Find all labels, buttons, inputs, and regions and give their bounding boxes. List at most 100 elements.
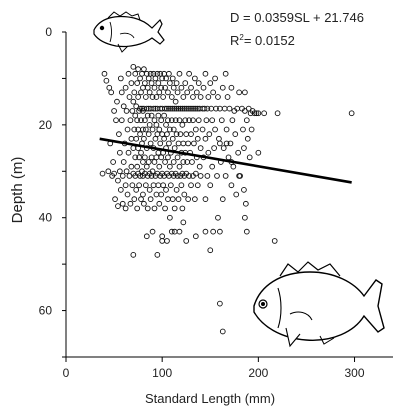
data-point — [211, 145, 217, 151]
data-point — [165, 117, 171, 124]
data-point — [170, 126, 177, 133]
data-point — [189, 159, 195, 165]
data-point — [156, 89, 163, 96]
data-point — [190, 117, 196, 124]
data-point — [110, 159, 116, 165]
data-point — [170, 159, 177, 165]
data-point — [134, 80, 141, 86]
data-point — [177, 105, 184, 112]
data-point — [169, 135, 176, 142]
x-tick-label: 200 — [248, 366, 268, 380]
data-point — [155, 149, 162, 156]
data-point — [218, 117, 225, 124]
data-point — [197, 94, 204, 100]
data-point — [101, 70, 108, 77]
data-point — [146, 89, 153, 96]
axis-ticks — [62, 31, 356, 362]
data-point — [196, 163, 203, 170]
data-point — [207, 182, 214, 189]
data-point — [225, 154, 232, 161]
data-point — [192, 105, 199, 112]
large-fish-illustration — [253, 261, 385, 348]
data-point — [148, 154, 155, 161]
data-point — [155, 80, 162, 86]
data-point — [137, 173, 143, 179]
data-point — [119, 200, 126, 207]
data-point — [140, 159, 146, 165]
data-point — [174, 154, 181, 161]
data-points — [99, 63, 355, 335]
data-point — [181, 191, 188, 198]
data-point — [217, 140, 223, 147]
data-point — [143, 70, 150, 77]
data-point — [164, 238, 170, 244]
data-point — [132, 154, 139, 161]
data-point — [154, 70, 161, 77]
data-point — [120, 159, 127, 165]
data-point — [134, 117, 141, 124]
data-point — [222, 70, 229, 77]
data-point — [126, 94, 133, 100]
data-point — [136, 154, 142, 161]
data-point — [150, 105, 157, 112]
data-point — [185, 196, 191, 202]
data-point — [186, 117, 192, 124]
data-point — [159, 75, 166, 82]
data-point — [130, 145, 137, 151]
data-point — [133, 135, 140, 142]
data-point — [212, 126, 218, 133]
data-point — [172, 117, 179, 124]
data-point — [176, 228, 183, 235]
data-point — [195, 80, 202, 86]
data-point — [188, 182, 194, 189]
data-point — [125, 70, 132, 77]
data-point — [182, 117, 189, 124]
data-point — [156, 126, 163, 133]
axis-tick-labels: 0 100 200 300 0 20 40 60 — [39, 25, 365, 380]
data-point — [117, 75, 124, 82]
data-point — [162, 205, 168, 212]
data-point — [123, 168, 130, 175]
data-point — [137, 131, 143, 137]
data-point — [182, 80, 189, 86]
data-point — [189, 105, 195, 112]
data-point — [190, 94, 196, 100]
data-point — [112, 196, 118, 202]
data-point — [150, 70, 157, 77]
data-point — [103, 77, 110, 84]
data-point — [186, 173, 192, 179]
data-point — [153, 154, 160, 161]
data-point — [192, 196, 198, 202]
data-point — [149, 126, 156, 133]
data-point — [232, 131, 239, 137]
data-point — [122, 182, 129, 189]
regression-equation: D = 0.0359SL + 21.746 — [230, 10, 364, 25]
data-point — [153, 191, 160, 198]
data-point — [141, 200, 147, 207]
data-point — [173, 105, 180, 112]
data-point — [154, 252, 161, 258]
data-point — [220, 145, 227, 151]
data-point — [166, 140, 172, 147]
data-point — [201, 105, 208, 112]
data-point — [179, 105, 186, 112]
data-point — [223, 140, 230, 147]
data-point — [205, 94, 212, 100]
data-point — [242, 214, 248, 221]
data-point — [146, 187, 153, 193]
r-squared-annotation: R2= 0.0152 — [230, 33, 295, 48]
data-point — [205, 149, 212, 156]
data-point — [131, 126, 138, 133]
data-point — [155, 112, 162, 119]
data-point — [115, 203, 121, 209]
data-point — [127, 200, 134, 207]
data-point — [141, 66, 147, 72]
data-point — [160, 94, 166, 100]
data-point — [140, 191, 146, 198]
data-point — [192, 75, 198, 82]
data-point — [240, 126, 246, 133]
data-point — [167, 105, 174, 112]
data-point — [178, 182, 185, 189]
data-point — [172, 98, 179, 105]
